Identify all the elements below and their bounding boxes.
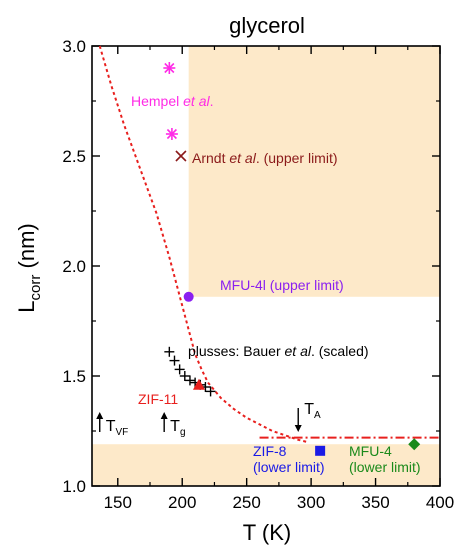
x-tick-label: 200	[168, 493, 196, 512]
label-mfu4l: MFU-4l (upper limit)	[220, 277, 344, 293]
label-zif8-2: (lower limit)	[253, 459, 325, 475]
shaded-regions	[92, 46, 440, 486]
axes-frame: 150 200 250 300 350 400 1.0 1.5 2.0 2.5 3.0	[62, 37, 454, 512]
marker-tg-sub: g	[180, 427, 186, 438]
shaded-region-1	[92, 444, 440, 486]
marker-tg-label: Tg	[170, 418, 185, 438]
shaded-region-0	[188, 46, 440, 297]
marker-tvf-main: T	[106, 418, 116, 435]
annotations: Hempel et al.Arndt et al. (upper limit)M…	[96, 93, 421, 475]
marker-plus	[179, 371, 190, 381]
marker-asterisk-stroke	[166, 128, 177, 140]
label-arndt-em: et al	[229, 150, 256, 166]
label-zif8-1: ZIF-8	[253, 443, 287, 459]
y-axis-title-main: L	[14, 300, 39, 312]
data-markers	[163, 62, 421, 456]
x-tick-label: 350	[361, 493, 389, 512]
marker-tvf-sub: VF	[116, 427, 129, 438]
marker-tvf-arrow-head	[96, 412, 104, 419]
x-axis-title: T (K)	[243, 520, 291, 545]
marker-square	[315, 445, 326, 456]
label-hempel-pre: Hempel	[131, 93, 183, 109]
label-hempel-post: .	[210, 93, 214, 109]
y-tick-label: 3.0	[62, 37, 86, 56]
marker-ta-label: TA	[304, 401, 321, 421]
marker-plus	[174, 364, 185, 375]
label-bauer-post: . (scaled)	[311, 343, 369, 359]
marker-ta-arrow-head	[294, 425, 302, 432]
marker-asterisk	[163, 62, 176, 74]
label-bauer-pre: plusses: Bauer	[188, 343, 285, 359]
marker-tg-arrow-head	[160, 412, 168, 419]
marker-tg-main: T	[170, 418, 180, 435]
marker-ta-main: T	[304, 401, 314, 418]
fit-curve	[98, 45, 308, 443]
x-tick-label: 300	[297, 493, 325, 512]
x-tick-label: 250	[232, 493, 260, 512]
marker-plus	[184, 375, 195, 386]
label-hempel: Hempel et al.	[131, 93, 214, 109]
fit-curves	[98, 45, 440, 443]
marker-tvf-label: TVF	[106, 418, 129, 438]
label-mfu4-2: (lower limit)	[349, 459, 421, 475]
y-tick-label: 1.0	[62, 477, 86, 496]
label-zif11: ZIF-11	[138, 391, 178, 407]
marker-asterisk-stroke	[164, 62, 175, 74]
marker-circle	[183, 291, 194, 302]
marker-diamond	[408, 438, 421, 451]
chart-title: glycerol	[229, 13, 305, 38]
marker-triangle	[192, 378, 205, 390]
label-bauer: plusses: Bauer et al. (scaled)	[188, 343, 369, 359]
y-tick-label: 2.5	[62, 147, 86, 166]
marker-plus	[169, 355, 180, 366]
label-arndt-pre: Arndt	[192, 150, 229, 166]
y-tick-label: 2.0	[62, 257, 86, 276]
label-mfu4-1: MFU-4	[349, 443, 392, 459]
label-bauer-em: et al	[285, 343, 312, 359]
marker-ta-sub: A	[314, 410, 321, 421]
x-tick-label: 150	[104, 493, 132, 512]
x-tick-label: 400	[426, 493, 454, 512]
y-axis-title: Lcorr (nm)	[14, 223, 44, 312]
y-axis-title-sub: corr	[27, 275, 44, 301]
marker-plus	[164, 346, 175, 357]
label-arndt: Arndt et al. (upper limit)	[192, 150, 338, 166]
marker-plus	[205, 386, 216, 397]
marker-x-stroke	[175, 150, 187, 162]
label-hempel-em: et al	[183, 93, 210, 109]
y-axis-title-unit: (nm)	[14, 223, 39, 274]
marker-x	[175, 150, 187, 162]
marker-asterisk	[165, 128, 178, 140]
y-tick-label: 1.5	[62, 367, 86, 386]
label-arndt-post: . (upper limit)	[256, 150, 338, 166]
